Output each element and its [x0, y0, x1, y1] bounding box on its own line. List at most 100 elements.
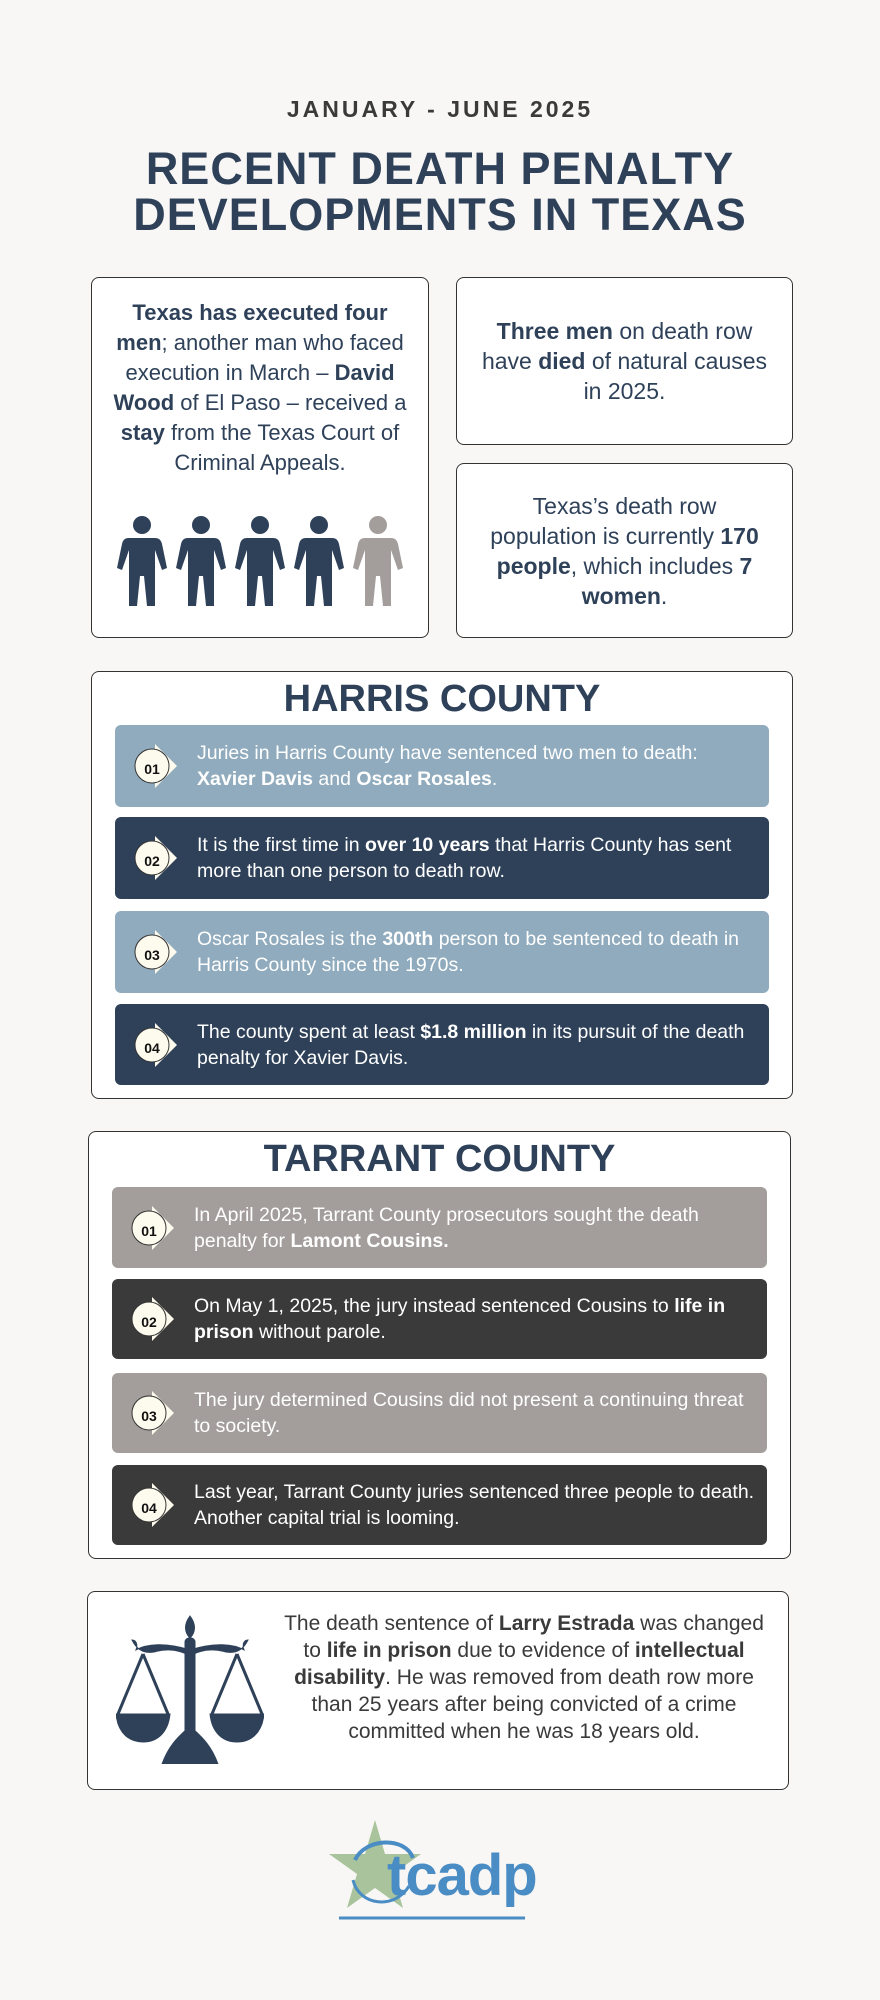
title-line-2: DEVELOPMENTS IN TEXAS: [133, 189, 747, 240]
bold-text: died: [538, 348, 586, 374]
text-segment: in its pursuit of the death penalty for …: [197, 1020, 745, 1069]
text-segment: In April 2025, Tarrant County prosecutor…: [194, 1203, 699, 1252]
executed-person-icon: [294, 516, 344, 613]
item-number: 01: [144, 761, 160, 777]
bold-text: 170 people: [496, 522, 759, 579]
people-icons: [117, 516, 403, 613]
bold-text: Larry Estrada: [498, 1612, 635, 1635]
executed-person-icon: [117, 516, 167, 613]
item-number: 04: [144, 1039, 160, 1056]
text-segment: of natural causes in 2025.: [583, 348, 768, 404]
list-item: 04 The county spent at least $1.8 million…: [115, 1004, 769, 1085]
tcadp-logo-text: tcadp: [387, 1843, 538, 1908]
number-badge: 03: [130, 1391, 178, 1435]
text-segment: person to be sentenced to death in Harri…: [197, 928, 740, 976]
text-segment: On May 1, 2025, the jury instead sentenc…: [194, 1295, 675, 1317]
item-text: Juries in Harris County have sentenced t…: [197, 740, 759, 792]
text-segment: . He was removed from death row more tha…: [311, 1666, 754, 1743]
list-item: 04 Last year, Tarrant County juries sente…: [112, 1465, 767, 1545]
list-item: 02 On May 1, 2025, the jury instead sente…: [112, 1279, 767, 1359]
harris-county-heading: HARRIS COUNTY: [283, 678, 601, 720]
number-badge: 02: [130, 1297, 178, 1341]
text-segment: from the Texas Court of Criminal Appeals…: [164, 420, 400, 475]
text-segment: and: [313, 768, 357, 790]
bold-text: Three men: [496, 318, 613, 344]
bold-text: Xavier Davis: [197, 768, 314, 790]
number-badge: 01: [133, 744, 181, 788]
estrada-text: The death sentence of Larry Estrada was …: [278, 1610, 770, 1745]
text-segment: It is the first time in: [197, 834, 365, 856]
list-item: 02 It is the first time in over 10 years …: [115, 817, 769, 899]
list-item: 03 Oscar Rosales is the 300th person to b…: [115, 911, 769, 993]
text-segment: .: [660, 582, 668, 609]
population-card: Texas’s death row population is currentl…: [456, 463, 793, 638]
bold-text: Oscar Rosales: [356, 768, 492, 790]
bold-text: life in prison: [194, 1295, 726, 1343]
text-segment: ; another man who faced execution in Mar…: [125, 330, 404, 385]
item-text: It is the first time in over 10 years th…: [197, 832, 759, 884]
item-text: The jury determined Cousins did not pres…: [194, 1387, 757, 1439]
page-title: RECENT DEATH PENALTY DEVELOPMENTS IN TEX…: [0, 146, 880, 238]
number-badge: 04: [133, 1022, 181, 1067]
harris-county-section: HARRIS COUNTY 01 Juries in Harris County …: [91, 671, 793, 1099]
bold-text: stay: [120, 420, 165, 445]
text-segment: that Harris County has sent more than on…: [197, 834, 732, 882]
text-segment: .: [491, 768, 498, 790]
bold-text: life in prison: [326, 1639, 452, 1662]
executed-person-icon: [235, 516, 285, 613]
item-number: 01: [141, 1222, 157, 1239]
tcadp-logo: tcadp: [325, 1820, 538, 1920]
text-segment: Oscar Rosales is the: [197, 928, 383, 950]
text-segment: The death sentence of: [284, 1612, 499, 1635]
text-segment: , which includes: [570, 552, 740, 579]
item-number: 02: [141, 1314, 157, 1330]
item-number: 04: [141, 1500, 157, 1516]
bold-text: Texas has executed four men: [116, 300, 388, 355]
text-segment: The jury determined Cousins did not pres…: [194, 1389, 744, 1437]
bold-text: Lamont Cousins.: [290, 1229, 449, 1252]
executions-text: Texas has executed four men; another man…: [110, 298, 410, 478]
item-number: 03: [141, 1408, 157, 1424]
text-segment: of El Paso – received a: [174, 390, 407, 415]
list-item: 01 In April 2025, Tarrant County prosecut…: [112, 1187, 767, 1268]
item-number: 02: [144, 853, 160, 869]
natural-causes-card: Three men on death row have died of natu…: [456, 277, 793, 445]
list-item: 03 The jury determined Cousins did not pr…: [112, 1373, 767, 1453]
natural-causes-text: Three men on death row have died of natu…: [457, 316, 792, 406]
item-text: Oscar Rosales is the 300th person to be …: [197, 926, 759, 978]
stayed-person-icon: [353, 516, 403, 613]
text-segment: Last year, Tarrant County juries sentenc…: [194, 1481, 755, 1529]
text-segment: Texas’s death row population is currentl…: [490, 492, 721, 549]
number-badge: 01: [130, 1205, 178, 1250]
item-text: The county spent at least $1.8 million i…: [197, 1019, 759, 1071]
bold-text: $1.8 million: [420, 1020, 527, 1043]
list-item: 01 Juries in Harris County have sentenced…: [115, 725, 769, 807]
bold-text: intellectual disability: [294, 1639, 745, 1689]
text-segment: without parole.: [253, 1321, 386, 1343]
number-badge: 04: [130, 1483, 178, 1527]
bold-text: David Wood: [113, 360, 395, 415]
text-segment: was changed to: [303, 1612, 764, 1662]
number-badge: 03: [133, 930, 181, 974]
text-segment: Juries in Harris County have sentenced t…: [197, 742, 698, 764]
date-range-subtitle: JANUARY - JUNE 2025: [286, 96, 594, 122]
executed-person-icon: [176, 516, 226, 613]
number-badge: 02: [133, 836, 181, 880]
item-text: Last year, Tarrant County juries sentenc…: [194, 1479, 757, 1531]
item-text: In April 2025, Tarrant County prosecutor…: [194, 1202, 757, 1254]
text-segment: The county spent at least: [197, 1020, 421, 1043]
text-segment: due to evidence of: [451, 1639, 635, 1662]
estrada-card: The death sentence of Larry Estrada was …: [87, 1591, 789, 1790]
population-text: Texas’s death row population is currentl…: [457, 491, 792, 611]
text-segment: on death row have: [481, 318, 753, 374]
bold-text: over 10 years: [364, 834, 490, 856]
tcadp-star-logo-icon: [329, 1820, 525, 1920]
title-line-1: RECENT DEATH PENALTY: [145, 143, 735, 194]
executions-card: Texas has executed four men; another man…: [91, 277, 429, 638]
bold-text: 7 women: [581, 552, 753, 609]
scales-of-justice-icon: [116, 1615, 264, 1764]
tarrant-county-section: TARRANT COUNTY 01 In April 2025, Tarrant …: [88, 1131, 791, 1559]
bold-text: 300th: [382, 928, 434, 950]
item-text: On May 1, 2025, the jury instead sentenc…: [194, 1293, 757, 1345]
item-number: 03: [144, 947, 160, 963]
